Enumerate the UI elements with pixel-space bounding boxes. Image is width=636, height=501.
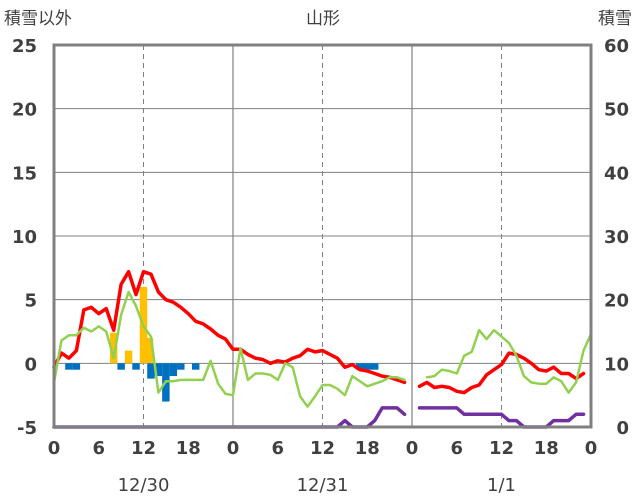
precipitation-bar bbox=[145, 337, 154, 364]
date-label: 12/30 bbox=[118, 475, 170, 496]
date-label: 1/1 bbox=[487, 475, 516, 496]
x-tick-label: 0 bbox=[585, 438, 598, 459]
right-tick-label: 30 bbox=[604, 227, 629, 248]
pressure_change-bar bbox=[177, 363, 185, 370]
pressure_change-bar bbox=[191, 363, 200, 370]
right-tick-label: 0 bbox=[616, 418, 629, 439]
precipitation-bar bbox=[109, 332, 118, 364]
left-tick-label: 0 bbox=[24, 354, 37, 375]
left-tick-label: 15 bbox=[12, 163, 37, 184]
pressure_change-bar bbox=[147, 363, 155, 379]
left-tick-label: 10 bbox=[12, 227, 37, 248]
pressure_change-bar bbox=[132, 363, 140, 370]
left-axis-label: 積雪以外 bbox=[4, 9, 72, 29]
right-tick-label: 10 bbox=[604, 354, 629, 375]
pressure_change-bar bbox=[356, 363, 364, 370]
pressure_change-bar bbox=[154, 363, 163, 377]
pressure_change-bar bbox=[363, 363, 371, 370]
x-tick-label: 0 bbox=[227, 438, 240, 459]
left-tick-label: 20 bbox=[12, 100, 37, 121]
x-tick-label: 0 bbox=[406, 438, 419, 459]
pressure_change-bar bbox=[370, 363, 379, 370]
date-label: 12/31 bbox=[297, 475, 349, 496]
x-tick-label: 18 bbox=[534, 438, 559, 459]
snow_depth-line bbox=[52, 406, 586, 429]
temperature-line bbox=[52, 269, 586, 395]
pressure_change-bar bbox=[169, 363, 178, 377]
x-tick-label: 12 bbox=[131, 438, 156, 459]
x-tick-label: 18 bbox=[176, 438, 201, 459]
pressure_change-bar bbox=[117, 363, 125, 370]
right-tick-label: 40 bbox=[604, 163, 629, 184]
right-tick-label: 60 bbox=[604, 36, 629, 57]
precipitation-bar bbox=[124, 350, 133, 364]
x-tick-label: 6 bbox=[92, 438, 105, 459]
chart-title: 山形 bbox=[306, 9, 340, 29]
x-tick-label: 18 bbox=[355, 438, 380, 459]
wind-line bbox=[52, 290, 593, 408]
x-tick-label: 0 bbox=[48, 438, 61, 459]
right-axis-label: 積雪 bbox=[598, 9, 632, 29]
x-tick-label: 12 bbox=[310, 438, 335, 459]
right-tick-label: 20 bbox=[604, 291, 629, 312]
x-tick-label: 6 bbox=[271, 438, 284, 459]
right-tick-label: 50 bbox=[604, 100, 629, 121]
left-tick-label: 25 bbox=[12, 36, 37, 57]
x-tick-label: 12 bbox=[489, 438, 514, 459]
plot-frame bbox=[52, 43, 593, 429]
x-tick-label: 6 bbox=[450, 438, 463, 459]
left-tick-label: 5 bbox=[24, 291, 37, 312]
pressure_change-bar bbox=[72, 363, 81, 370]
line-series bbox=[52, 269, 593, 429]
left-tick-label: -5 bbox=[17, 418, 37, 439]
pressure_change-bar bbox=[65, 363, 73, 370]
